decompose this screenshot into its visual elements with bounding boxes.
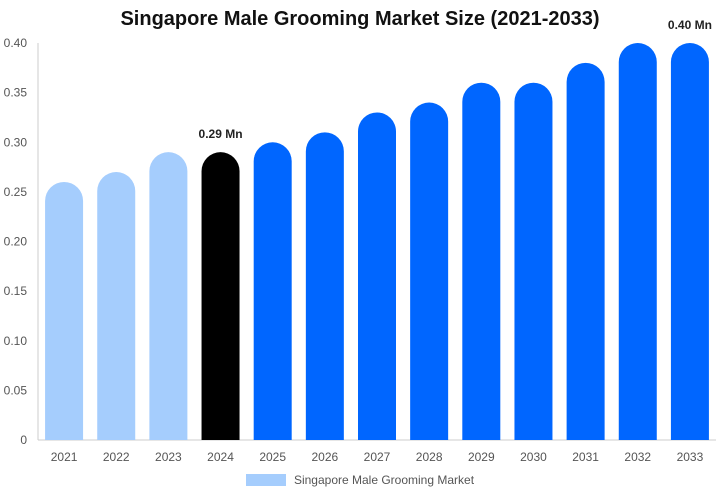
x-tick-label: 2027 (364, 450, 391, 464)
bar-2027 (358, 112, 396, 440)
bar-2023 (149, 152, 188, 441)
bar-2033 (670, 43, 709, 440)
bar-2029 (462, 82, 501, 440)
y-tick-label: 0.15 (4, 284, 28, 298)
y-tick-label: 0.35 (4, 86, 28, 100)
y-tick-label: 0.25 (4, 185, 28, 199)
data-label: 0.29 Mn (199, 127, 243, 141)
x-tick-label: 2030 (520, 450, 547, 464)
legend: Singapore Male Grooming Market (0, 473, 720, 487)
x-tick-label: 2026 (311, 450, 338, 464)
y-tick-label: 0.05 (4, 383, 28, 397)
x-tick-label: 2032 (624, 450, 651, 464)
x-tick-label: 2024 (207, 450, 234, 464)
y-tick-label: 0 (20, 433, 27, 447)
x-tick-label: 2033 (677, 450, 704, 464)
x-tick-label: 2029 (468, 450, 495, 464)
bar-2021 (45, 181, 84, 440)
y-tick-label: 0.30 (4, 135, 28, 149)
x-tick-label: 2023 (155, 450, 182, 464)
bar-2024 (201, 152, 240, 441)
legend-swatch (245, 474, 286, 486)
x-tick-label: 2022 (103, 450, 130, 464)
x-tick-label: 2025 (259, 450, 286, 464)
y-tick-labels: 0 0.05 0.10 0.15 0.20 0.25 0.30 0.35 0.40 (4, 36, 28, 447)
data-labels: 0.29 Mn 0.40 Mn (199, 18, 712, 141)
bar-2028 (410, 102, 449, 441)
bar-2022 (97, 172, 136, 441)
y-tick-label: 0.40 (4, 36, 28, 50)
bar-2032 (618, 43, 657, 440)
bar-2030 (514, 82, 553, 440)
x-tick-label: 2021 (51, 450, 78, 464)
x-tick-labels: 2021 2022 2023 2024 2025 2026 2027 2028 2029 2030… (51, 450, 704, 464)
x-tick-label: 2028 (416, 450, 443, 464)
y-tick-label: 0.20 (4, 235, 28, 249)
bar-2026 (305, 132, 344, 440)
y-tick-label: 0.10 (4, 334, 28, 348)
data-label: 0.40 Mn (668, 18, 712, 32)
chart-title: Singapore Male Grooming Market Size (202… (120, 8, 600, 30)
legend-label: Singapore Male Grooming Market (293, 473, 475, 487)
x-tick-label: 2031 (572, 450, 599, 464)
bar-2025 (253, 142, 292, 440)
bar-2031 (566, 62, 605, 440)
bars (45, 43, 709, 441)
